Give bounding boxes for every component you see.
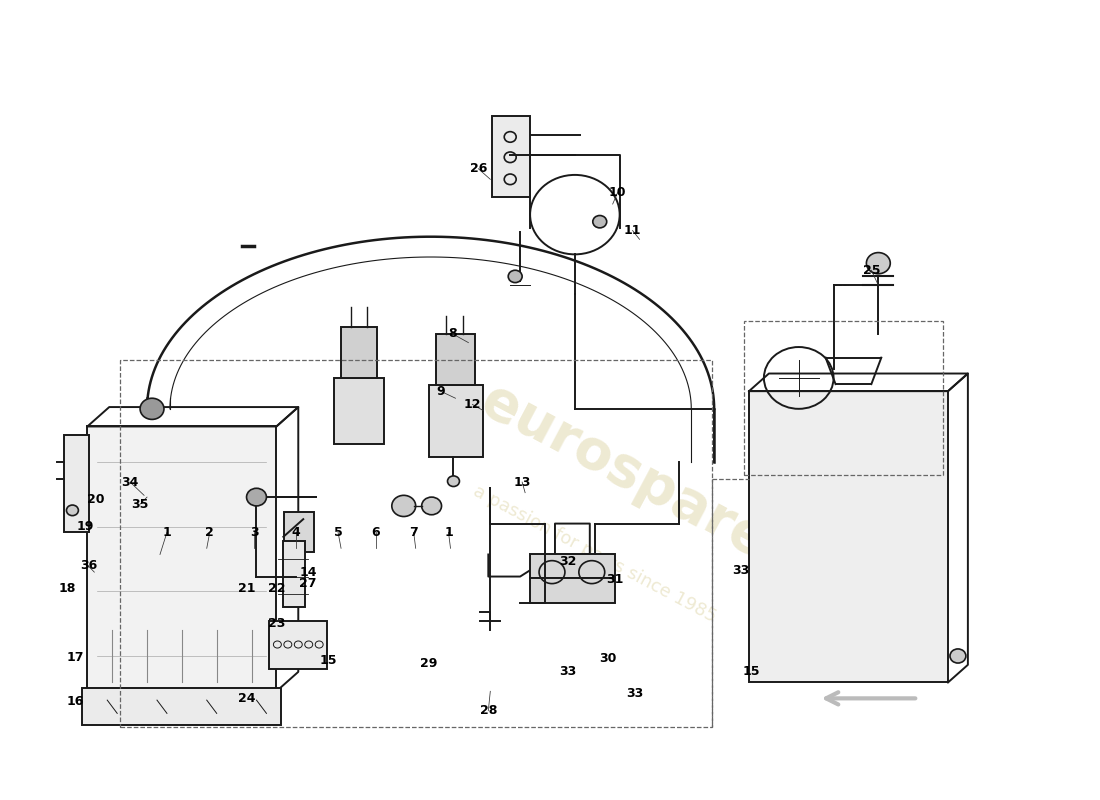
- Text: a passion for parts since 1985: a passion for parts since 1985: [470, 482, 719, 626]
- Text: 17: 17: [67, 651, 85, 664]
- Text: 15: 15: [742, 666, 760, 678]
- Text: 29: 29: [420, 657, 438, 670]
- Text: 19: 19: [77, 520, 94, 533]
- Circle shape: [508, 270, 522, 282]
- Text: 9: 9: [437, 385, 444, 398]
- Text: 14: 14: [299, 566, 317, 578]
- Text: 28: 28: [480, 704, 497, 718]
- Bar: [82, 688, 282, 725]
- Circle shape: [140, 398, 164, 419]
- Bar: [493, 116, 530, 197]
- Text: 20: 20: [87, 494, 104, 506]
- Text: 36: 36: [79, 559, 97, 573]
- Text: 15: 15: [319, 654, 337, 667]
- Text: 16: 16: [67, 695, 84, 708]
- Text: 6: 6: [372, 526, 381, 539]
- Text: 3: 3: [250, 526, 258, 539]
- Text: 24: 24: [238, 692, 255, 705]
- Bar: [436, 334, 475, 385]
- Bar: [284, 512, 315, 552]
- Text: 22: 22: [267, 582, 285, 594]
- Text: 30: 30: [600, 652, 616, 665]
- Bar: [270, 621, 327, 670]
- Text: 8: 8: [448, 327, 456, 340]
- Bar: [744, 321, 943, 475]
- Text: 34: 34: [121, 475, 139, 489]
- Circle shape: [593, 215, 607, 228]
- Circle shape: [246, 488, 266, 506]
- Circle shape: [421, 497, 441, 514]
- Bar: [530, 578, 615, 603]
- Circle shape: [66, 505, 78, 516]
- Text: 26: 26: [470, 162, 487, 175]
- Text: 35: 35: [131, 498, 149, 510]
- Text: 33: 33: [626, 686, 644, 699]
- Text: 33: 33: [559, 666, 576, 678]
- Circle shape: [867, 253, 890, 274]
- Text: eurospares: eurospares: [472, 374, 807, 586]
- Bar: [341, 326, 377, 378]
- Text: 23: 23: [267, 617, 285, 630]
- Text: 2: 2: [206, 526, 214, 539]
- Text: 1: 1: [444, 526, 453, 539]
- Text: 27: 27: [299, 577, 317, 590]
- Text: 31: 31: [606, 573, 624, 586]
- Text: 25: 25: [862, 264, 880, 277]
- Text: 12: 12: [463, 398, 481, 411]
- Text: 7: 7: [409, 526, 418, 539]
- Text: 1: 1: [163, 526, 172, 539]
- Text: 33: 33: [733, 564, 750, 577]
- Circle shape: [950, 649, 966, 663]
- Text: 10: 10: [609, 186, 626, 199]
- Bar: [530, 554, 615, 578]
- Text: 18: 18: [58, 582, 76, 594]
- Bar: [284, 542, 305, 607]
- Bar: [87, 426, 276, 691]
- Text: 32: 32: [559, 555, 576, 568]
- Bar: [120, 360, 712, 726]
- Bar: [334, 378, 384, 444]
- Circle shape: [392, 495, 416, 517]
- Text: 4: 4: [292, 526, 300, 539]
- Text: 21: 21: [238, 582, 255, 594]
- Text: 13: 13: [514, 475, 531, 489]
- Circle shape: [448, 476, 460, 486]
- Text: 11: 11: [624, 224, 641, 237]
- Bar: [65, 435, 89, 533]
- Bar: [429, 385, 483, 458]
- Bar: [749, 391, 948, 682]
- Text: 5: 5: [333, 526, 342, 539]
